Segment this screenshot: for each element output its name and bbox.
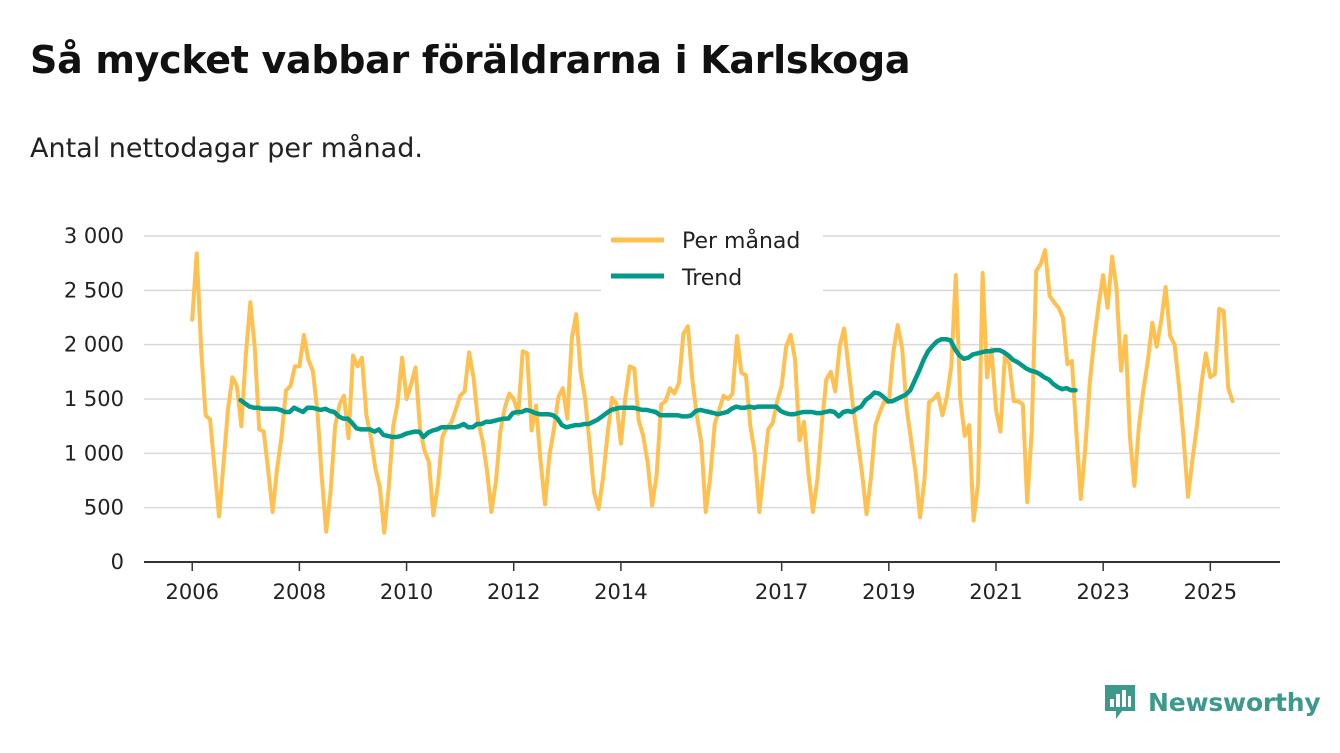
y-tick-label: 0 xyxy=(111,550,124,574)
y-tick-label: 2 000 xyxy=(64,333,124,357)
legend-background xyxy=(601,222,823,292)
series xyxy=(190,248,1235,535)
x-tick-label: 2012 xyxy=(487,580,540,604)
y-tick-label: 3 000 xyxy=(64,224,124,248)
legend: Per månad Trend xyxy=(601,222,823,292)
x-tick-label: 2019 xyxy=(862,580,915,604)
y-axis-ticks: 0 500 1 000 1 500 2 000 2 500 3 000 xyxy=(64,224,124,574)
x-tick-label: 2010 xyxy=(380,580,433,604)
brand-logo: Newsworthy xyxy=(1102,682,1321,722)
x-tick-label: 2008 xyxy=(273,580,326,604)
legend-label-trend: Trend xyxy=(681,266,742,291)
x-tick-label: 2023 xyxy=(1076,580,1129,604)
legend-label-per-manad: Per månad xyxy=(682,228,800,254)
x-tick-label: 2006 xyxy=(165,580,218,604)
y-tick-label: 1 500 xyxy=(64,387,124,411)
x-tick-label: 2021 xyxy=(969,580,1022,604)
series-line-trend xyxy=(238,336,1078,440)
y-tick-label: 500 xyxy=(84,496,124,520)
x-tick-label: 2017 xyxy=(755,580,808,604)
chart-subtitle: Antal nettodagar per månad. xyxy=(30,133,423,164)
x-tick-label: 2014 xyxy=(594,580,647,604)
chart-title: Så mycket vabbar föräldrarna i Karlskoga xyxy=(30,38,911,82)
brand-name: Newsworthy xyxy=(1148,687,1321,717)
x-tick-label: 2025 xyxy=(1184,580,1237,604)
y-tick-label: 2 500 xyxy=(64,278,124,302)
y-tick-label: 1 000 xyxy=(64,441,124,465)
newsworthy-logo-icon xyxy=(1105,685,1135,719)
x-axis-ticks: 2006 2008 2010 2012 2014 2017 2019 2021 2023 2025 xyxy=(165,562,1237,604)
series-line-per-manad xyxy=(190,248,1235,535)
